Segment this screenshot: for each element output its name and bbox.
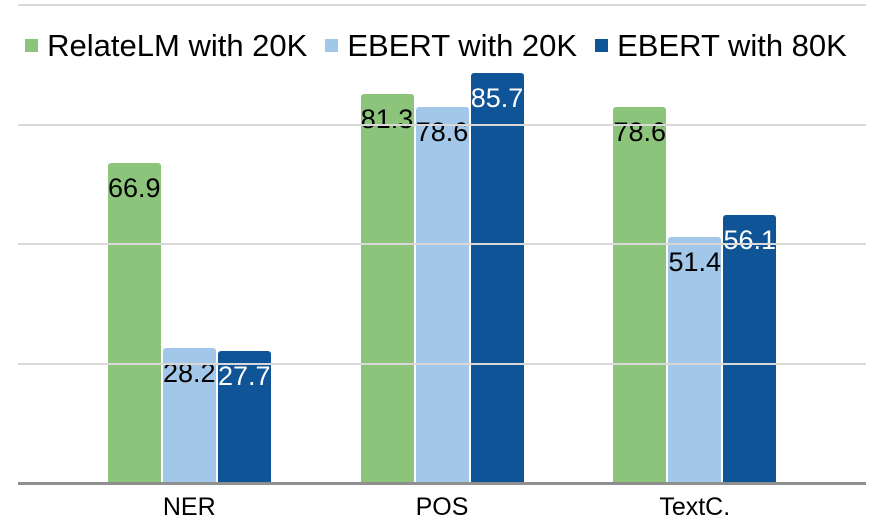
bar-group: 81.3 78.6 85.7 <box>360 5 524 483</box>
x-axis-label: POS <box>415 493 469 521</box>
bar: 28.2 <box>162 348 216 483</box>
bar: 56.1 <box>723 214 777 483</box>
gridline <box>18 123 866 126</box>
legend-item: EBERT with 80K <box>595 30 847 61</box>
x-axis-labels: NER POS TextC. <box>18 492 866 522</box>
legend-swatch-icon <box>595 39 609 52</box>
gridline <box>18 243 866 245</box>
gridline <box>18 362 866 365</box>
x-axis-label: TextC. <box>659 493 731 521</box>
legend-swatch-icon <box>325 39 339 52</box>
bar: 66.9 <box>107 163 161 483</box>
legend-item: RelateLM with 20K <box>25 30 307 61</box>
bar: 81.3 <box>360 94 414 483</box>
legend-label: EBERT with 80K <box>617 28 847 63</box>
bar-value-label: 66.9 <box>107 173 161 204</box>
legend-swatch-icon <box>25 39 39 52</box>
bar-group: 78.6 51.4 56.1 <box>613 5 777 483</box>
bar-group: 66.9 28.2 27.7 <box>107 5 271 483</box>
bar-value-label: 78.6 <box>415 117 469 148</box>
bar: 78.6 <box>415 107 469 483</box>
bar-value-label: 85.7 <box>470 83 524 114</box>
bar-value-label: 27.7 <box>217 360 271 391</box>
bar-value-label: 78.6 <box>613 117 667 148</box>
x-axis-label: NER <box>162 493 216 521</box>
plot-area: 66.9 28.2 27.7 81.3 78.6 85.7 78.6 51.4 56.1 <box>18 4 866 485</box>
bar: 51.4 <box>668 237 722 483</box>
legend-label: RelateLM with 20K <box>47 28 308 63</box>
legend-label: EBERT with 20K <box>347 28 578 63</box>
gridline <box>18 4 866 6</box>
bar: 85.7 <box>470 73 524 483</box>
bar-groups: 66.9 28.2 27.7 81.3 78.6 85.7 78.6 51.4 56.1 <box>18 5 866 483</box>
bar-value-label: 81.3 <box>360 104 414 135</box>
bar: 78.6 <box>613 107 667 483</box>
legend-item: EBERT with 20K <box>325 30 577 61</box>
bar-value-label: 51.4 <box>668 247 722 278</box>
bar-value-label: 56.1 <box>723 224 777 255</box>
chart-legend: RelateLM with 20K EBERT with 20K EBERT wit… <box>0 30 872 61</box>
bar: 27.7 <box>217 350 271 483</box>
x-axis-line <box>18 482 866 485</box>
